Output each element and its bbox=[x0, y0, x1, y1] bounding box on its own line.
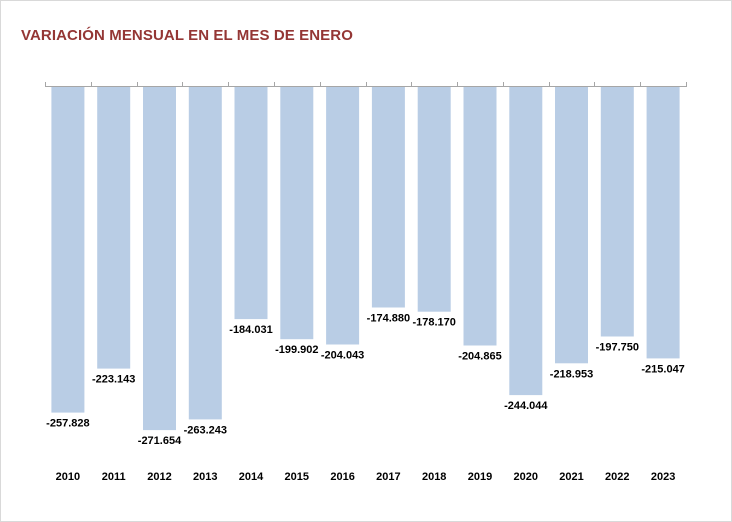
x-tick-labels-group: 2010 2011 2012 2013 2014 2015 2016 2017 2018 2019… bbox=[56, 471, 676, 483]
bar-2022 bbox=[600, 86, 634, 337]
x-tick-label-2017: 2017 bbox=[376, 471, 400, 483]
data-label-2014: -184.031 bbox=[229, 324, 272, 336]
data-label-2015: -199.902 bbox=[275, 344, 318, 356]
data-label-2011: -223.143 bbox=[92, 374, 135, 386]
data-label-2012: -271.654 bbox=[138, 435, 182, 447]
x-tick-label-2010: 2010 bbox=[56, 471, 80, 483]
bar-2013 bbox=[188, 86, 222, 420]
x-tick-label-2015: 2015 bbox=[285, 471, 309, 483]
bar-2016 bbox=[326, 86, 360, 345]
data-label-2022: -197.750 bbox=[596, 342, 639, 354]
data-label-2013: -263.243 bbox=[184, 424, 227, 436]
data-label-2019: -204.865 bbox=[458, 351, 501, 363]
data-label-2017: -174.880 bbox=[367, 313, 410, 325]
bar-2023 bbox=[646, 86, 680, 359]
bar-2015 bbox=[280, 86, 314, 340]
x-tick-label-2022: 2022 bbox=[605, 471, 629, 483]
bar-2020 bbox=[509, 86, 543, 396]
x-tick-label-2011: 2011 bbox=[102, 471, 126, 483]
x-tick-label-2012: 2012 bbox=[147, 471, 171, 483]
x-tick-label-2019: 2019 bbox=[468, 471, 492, 483]
data-label-2016: -204.043 bbox=[321, 350, 364, 362]
data-labels-group: -257.828 -223.143 -271.654-263.243 -184.031… bbox=[46, 313, 685, 448]
x-tick-label-2020: 2020 bbox=[514, 471, 538, 483]
x-axis-group bbox=[45, 82, 687, 87]
data-label-2010: -257.828 bbox=[46, 418, 89, 430]
data-label-2023: -215.047 bbox=[641, 363, 684, 375]
bar-2011 bbox=[97, 86, 131, 369]
bar-2021 bbox=[555, 86, 588, 364]
x-tick-label-2021: 2021 bbox=[559, 471, 583, 483]
bar-2018 bbox=[417, 86, 451, 312]
x-tick-label-2013: 2013 bbox=[193, 471, 217, 483]
bars-group bbox=[51, 86, 680, 431]
x-tick-label-2023: 2023 bbox=[651, 471, 675, 483]
bar-2014 bbox=[234, 86, 268, 320]
bar-2012 bbox=[143, 86, 176, 431]
data-label-2020: -244.044 bbox=[504, 400, 548, 412]
x-tick-label-2018: 2018 bbox=[422, 471, 446, 483]
chart-title: VARIACIÓN MENSUAL EN EL MES DE ENERO bbox=[21, 27, 353, 44]
data-label-2018: -178.170 bbox=[412, 317, 455, 329]
bar-2017 bbox=[371, 86, 405, 308]
data-label-2021: -218.953 bbox=[550, 368, 593, 380]
bar-2010 bbox=[51, 86, 85, 413]
x-tick-label-2014: 2014 bbox=[239, 471, 264, 483]
bar-2019 bbox=[463, 86, 497, 346]
x-tick-label-2016: 2016 bbox=[330, 471, 354, 483]
